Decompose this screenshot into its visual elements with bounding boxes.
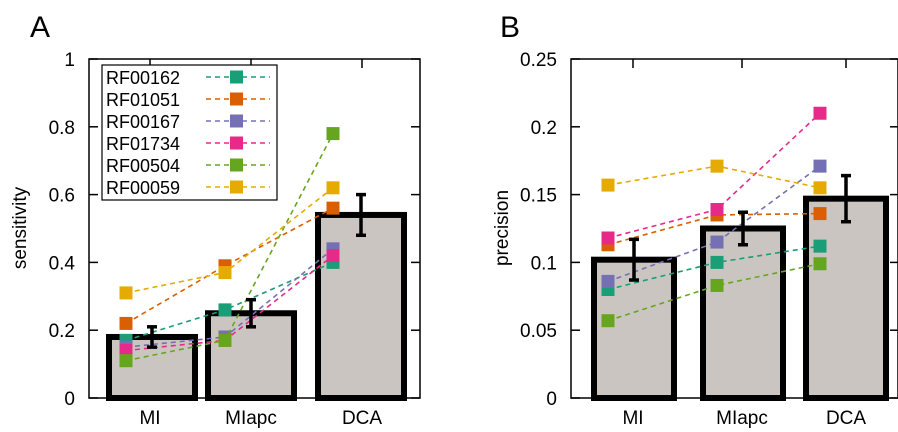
point-rf00162-miapc (710, 255, 724, 269)
legend-marker-rf00504 (230, 158, 243, 172)
point-rf00167-mi (601, 274, 615, 288)
legend-label-rf00059: RF00059 (106, 178, 180, 198)
point-rf01734-dca (813, 106, 827, 120)
point-rf00059-mi (601, 178, 615, 192)
legend-label-rf00162: RF00162 (106, 68, 180, 88)
panel-label-b: B (500, 11, 520, 44)
y-tick-label: 0.1 (531, 253, 557, 274)
y-tick-label: 0.2 (531, 118, 557, 139)
point-rf01051-dca (326, 201, 340, 215)
y-tick-label: 0.8 (49, 118, 75, 139)
y-axis-label-sensitivity: sensitivity (10, 186, 31, 269)
legend-label-rf01734: RF01734 (106, 134, 180, 154)
y-tick-label: 0.2 (49, 321, 75, 342)
point-rf00504-miapc (218, 333, 232, 347)
y-tick-label: 0 (64, 389, 75, 410)
series-line-rf01051 (125, 207, 334, 325)
point-rf00504-miapc (710, 278, 724, 292)
legend-marker-rf01051 (230, 92, 243, 106)
point-rf00059-miapc (218, 266, 232, 280)
point-rf00059-miapc (710, 159, 724, 173)
point-rf00162-dca (813, 239, 827, 253)
y-tick-label: 0.15 (520, 186, 557, 207)
x-tick-label-mi: MI (139, 408, 160, 429)
point-rf01051-dca (813, 207, 827, 221)
point-rf01734-mi (119, 344, 133, 358)
point-rf01734-mi (601, 231, 615, 245)
y-tick-label: 0.05 (520, 321, 557, 342)
point-rf00059-dca (326, 181, 340, 195)
point-rf00504-dca (813, 257, 827, 271)
y-tick-label: 0.25 (520, 50, 557, 71)
legend-marker-rf01734 (230, 136, 243, 150)
panel-b: B precision 0 0.05 0.1 0.15 0.2 0.25 MI MIapc DC… (492, 11, 898, 429)
bar-dca (803, 195, 889, 401)
point-rf00504-dca (326, 127, 340, 141)
x-tick-label-dca: DCA (342, 408, 382, 429)
point-rf01734-dca (326, 249, 340, 263)
point-rf00167-miapc (710, 235, 724, 249)
legend-label-rf01051: RF01051 (106, 90, 180, 110)
x-tick-label-dca: DCA (826, 408, 866, 429)
legend-marker-rf00059 (230, 180, 243, 194)
x-tick-label-mi: MI (622, 408, 643, 429)
legend-marker-rf00162 (230, 70, 243, 84)
point-rf01051-mi (119, 316, 133, 330)
point-rf00504-mi (119, 354, 133, 368)
legend-label-rf00167: RF00167 (106, 112, 180, 132)
point-rf00059-dca (813, 181, 827, 195)
point-rf00162-miapc (218, 303, 232, 317)
y-tick-label: 0 (546, 389, 557, 410)
y-tick-label: 0.6 (49, 186, 75, 207)
point-rf00504-mi (601, 314, 615, 328)
x-tick-label-miapc: MIapc (716, 408, 768, 429)
series-line-rf00167 (607, 165, 821, 283)
series-line-rf00504 (607, 262, 821, 322)
point-rf01734-miapc (710, 203, 724, 217)
legend-box (101, 64, 278, 201)
panel-a: A sensitivity 0 0.2 0.4 0.6 0.8 1 MI MIapc DCA RF… (10, 11, 421, 429)
y-axis-label-precision: precision (492, 190, 513, 266)
legend-marker-rf00167 (230, 114, 243, 128)
point-rf00059-mi (119, 286, 133, 300)
y-tick-label: 0.4 (49, 253, 76, 274)
x-tick-label-miapc: MIapc (225, 408, 277, 429)
y-tick-label: 1 (64, 50, 75, 71)
panel-label-a: A (30, 11, 50, 44)
legend-label-rf00504: RF00504 (106, 156, 180, 176)
series-line-rf01051 (607, 212, 821, 246)
point-rf00167-dca (813, 159, 827, 173)
